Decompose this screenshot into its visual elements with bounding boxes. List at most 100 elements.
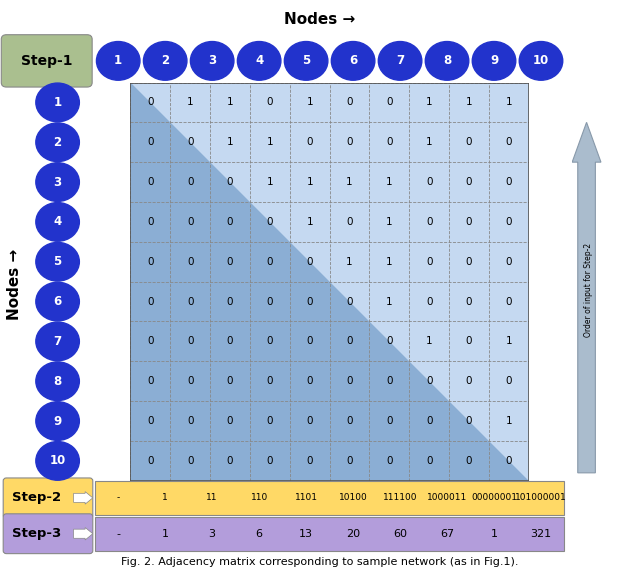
Text: 0: 0 (506, 217, 512, 227)
Text: 7: 7 (54, 335, 61, 348)
Text: 0: 0 (227, 456, 233, 466)
Text: 6: 6 (54, 295, 61, 308)
Text: Nodes →: Nodes → (284, 13, 356, 27)
Text: 0: 0 (227, 177, 233, 187)
Text: 0: 0 (227, 416, 233, 426)
Text: 0: 0 (267, 376, 273, 386)
Text: 0: 0 (386, 416, 392, 426)
Polygon shape (131, 83, 529, 481)
Text: 0: 0 (227, 257, 233, 267)
Text: 0: 0 (386, 456, 392, 466)
Text: 0: 0 (267, 336, 273, 347)
Text: 6: 6 (349, 55, 357, 67)
Text: 0: 0 (466, 376, 472, 386)
Text: 0: 0 (307, 137, 313, 147)
Text: Fig. 2. Adjacency matrix corresponding to sample network (as in Fig.1).: Fig. 2. Adjacency matrix corresponding t… (121, 557, 519, 567)
Text: 1: 1 (426, 97, 433, 108)
Text: 1: 1 (386, 296, 393, 307)
Text: Order of input for Step-2: Order of input for Step-2 (584, 242, 593, 337)
Text: 1: 1 (266, 137, 273, 147)
Text: 0: 0 (267, 296, 273, 307)
Text: 1: 1 (307, 217, 313, 227)
Text: 0: 0 (307, 336, 313, 347)
Text: 1: 1 (114, 55, 122, 67)
Text: 10100: 10100 (339, 493, 367, 502)
Text: 6: 6 (255, 529, 262, 539)
Text: 1101: 1101 (294, 493, 317, 502)
Text: 0: 0 (506, 137, 512, 147)
Text: 2: 2 (161, 55, 169, 67)
Text: 1: 1 (307, 177, 313, 187)
Text: 0: 0 (426, 296, 433, 307)
Text: 0: 0 (267, 416, 273, 426)
Text: 0: 0 (147, 296, 154, 307)
Text: 0: 0 (426, 416, 433, 426)
Text: 1: 1 (506, 97, 512, 108)
Text: 3: 3 (209, 529, 216, 539)
Text: Nodes →: Nodes → (6, 249, 22, 320)
Text: 0: 0 (307, 376, 313, 386)
Text: 1000011: 1000011 (427, 493, 467, 502)
Text: 0: 0 (506, 456, 512, 466)
Text: 0: 0 (386, 137, 392, 147)
Text: 0: 0 (147, 416, 154, 426)
Text: 0: 0 (267, 217, 273, 227)
Text: 3: 3 (54, 176, 61, 188)
Text: 0: 0 (187, 177, 193, 187)
Text: 1: 1 (163, 493, 168, 502)
Text: 1: 1 (506, 336, 512, 347)
Text: 0: 0 (466, 416, 472, 426)
Text: 20: 20 (346, 529, 360, 539)
Text: 4: 4 (54, 216, 61, 228)
Text: 321: 321 (531, 529, 552, 539)
Text: 1: 1 (227, 97, 234, 108)
Text: 1: 1 (266, 177, 273, 187)
Text: 0: 0 (147, 376, 154, 386)
Text: 0: 0 (187, 376, 193, 386)
Text: 0: 0 (426, 376, 433, 386)
Text: 0: 0 (466, 217, 472, 227)
Text: 5: 5 (54, 255, 61, 268)
Text: 0: 0 (307, 296, 313, 307)
Text: 0: 0 (426, 177, 433, 187)
Text: 0: 0 (426, 456, 433, 466)
Text: 1: 1 (162, 529, 169, 539)
Text: 4: 4 (255, 55, 263, 67)
FancyArrow shape (572, 122, 601, 473)
Text: 1: 1 (506, 416, 512, 426)
Text: 0: 0 (187, 257, 193, 267)
Text: 1: 1 (346, 177, 353, 187)
Text: 11: 11 (207, 493, 218, 502)
Text: 0: 0 (227, 217, 233, 227)
Text: 0: 0 (466, 456, 472, 466)
Text: 1: 1 (386, 217, 393, 227)
Text: 0: 0 (227, 376, 233, 386)
Text: 0: 0 (147, 137, 154, 147)
Text: 0: 0 (267, 257, 273, 267)
Text: 101000001: 101000001 (515, 493, 567, 502)
Text: 0: 0 (187, 336, 193, 347)
Text: 0: 0 (346, 137, 353, 147)
Text: 0: 0 (346, 336, 353, 347)
Text: 1: 1 (386, 257, 393, 267)
Text: 1: 1 (466, 97, 472, 108)
Text: 0: 0 (307, 456, 313, 466)
Text: 0: 0 (147, 456, 154, 466)
Text: 0: 0 (386, 97, 392, 108)
Text: 0: 0 (466, 257, 472, 267)
Text: 0: 0 (267, 456, 273, 466)
Text: 0: 0 (506, 296, 512, 307)
Text: -: - (116, 529, 120, 539)
Text: 0: 0 (227, 296, 233, 307)
Text: 9: 9 (490, 55, 498, 67)
Text: 1: 1 (426, 137, 433, 147)
Text: 1: 1 (490, 529, 497, 539)
Text: 0: 0 (147, 97, 154, 108)
Text: 00000001: 00000001 (471, 493, 517, 502)
Text: -: - (116, 493, 120, 502)
Text: 0: 0 (346, 416, 353, 426)
Text: 67: 67 (440, 529, 454, 539)
Text: 0: 0 (147, 217, 154, 227)
Text: 0: 0 (426, 257, 433, 267)
Text: 8: 8 (54, 375, 61, 387)
